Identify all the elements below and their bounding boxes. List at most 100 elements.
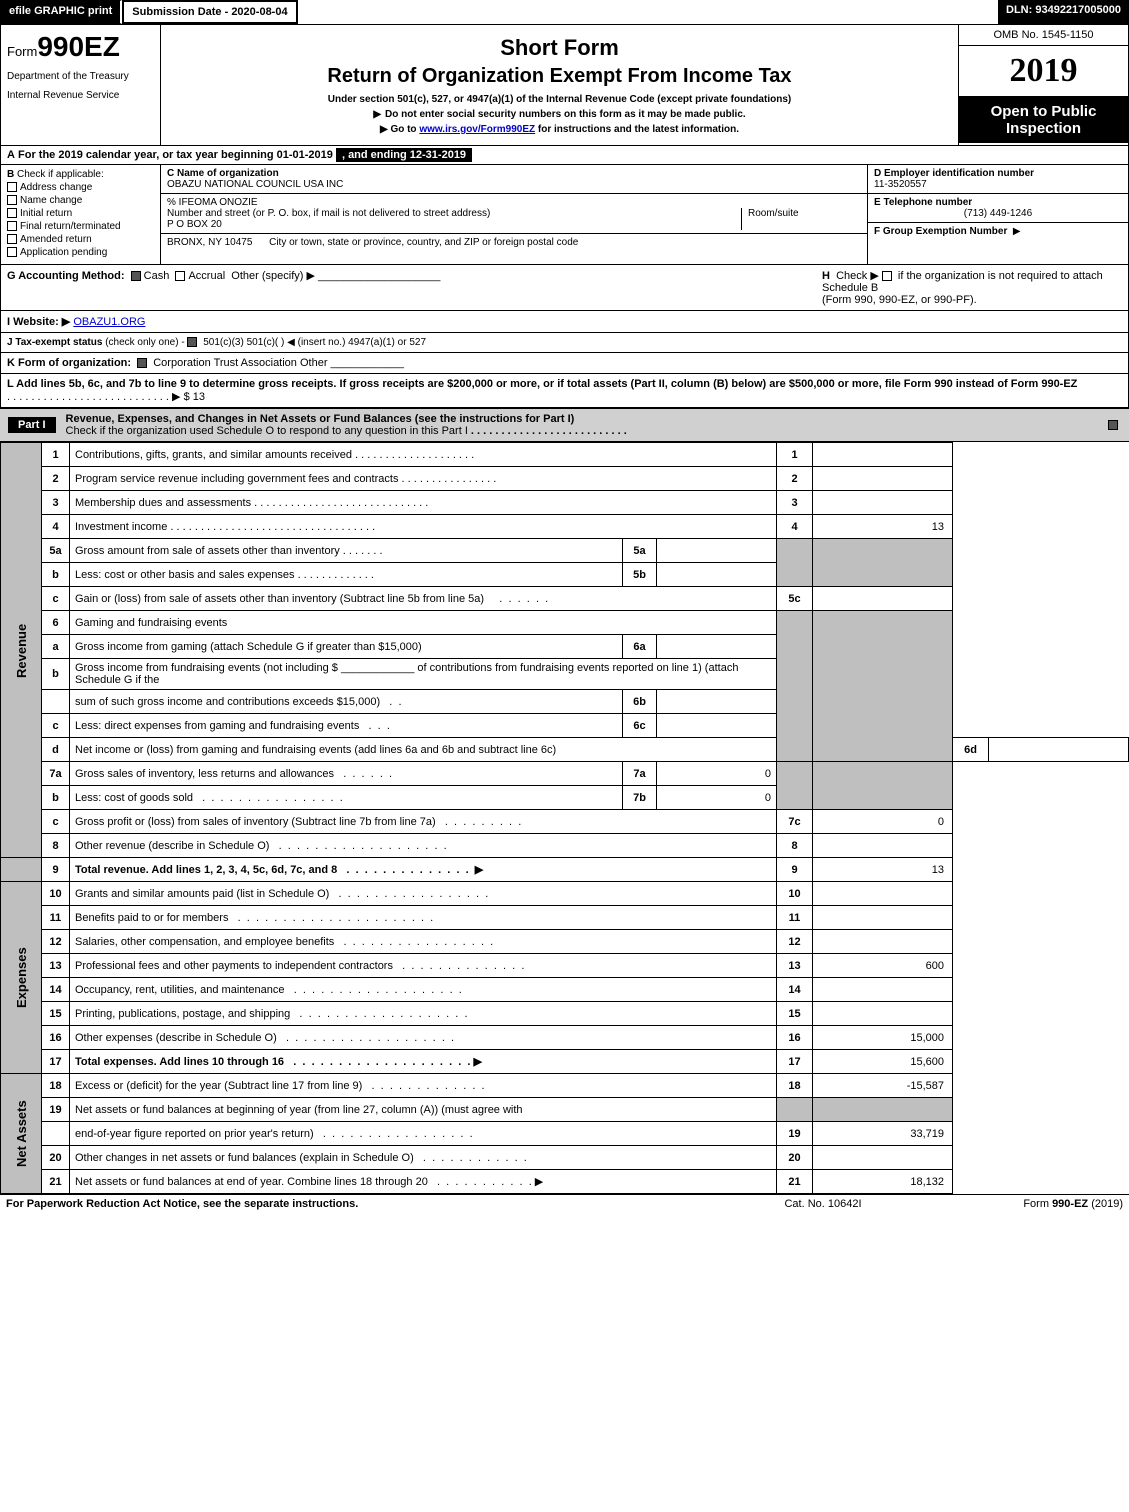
r11-rnum: 11 bbox=[777, 906, 813, 930]
tax-year: 2019 bbox=[959, 46, 1128, 97]
row-10: Expenses 10 Grants and similar amounts p… bbox=[1, 882, 1129, 906]
r19p-num: 19 bbox=[42, 1098, 70, 1122]
r9-rnum: 9 bbox=[777, 858, 813, 882]
g-label: G Accounting Method: bbox=[7, 270, 125, 282]
r5b-desc: Less: cost or other basis and sales expe… bbox=[70, 563, 623, 587]
g-accrual-cb[interactable] bbox=[175, 271, 185, 281]
i-label: I Website: ▶ bbox=[7, 316, 70, 328]
h-text2: (Form 990, 990-EZ, or 990-PF). bbox=[822, 294, 977, 306]
r15-num: 15 bbox=[42, 1002, 70, 1026]
r19-rval: 33,719 bbox=[813, 1122, 953, 1146]
b-check-if: Check if applicable: bbox=[17, 169, 104, 180]
r9-vpad bbox=[1, 858, 42, 882]
form-header: Form990EZ Department of the Treasury Int… bbox=[0, 24, 1129, 146]
r17-num: 17 bbox=[42, 1050, 70, 1074]
r15-desc: Printing, publications, postage, and shi… bbox=[70, 1002, 777, 1026]
city-value: BRONX, NY 10475 bbox=[167, 237, 252, 248]
r13-rval: 600 bbox=[813, 954, 953, 978]
r4-rnum: 4 bbox=[777, 515, 813, 539]
r6a-sv bbox=[657, 635, 777, 659]
row-7b: b Less: cost of goods sold . . . . . . .… bbox=[1, 786, 1129, 810]
row-11: 11 Benefits paid to or for members . . .… bbox=[1, 906, 1129, 930]
r7c-num: c bbox=[42, 810, 70, 834]
line-a-text: For the 2019 calendar year, or tax year … bbox=[18, 149, 333, 161]
r1-rnum: 1 bbox=[777, 443, 813, 467]
r6c-sn: 6c bbox=[623, 714, 657, 738]
r7-shade2 bbox=[813, 762, 953, 810]
street-value: P O BOX 20 bbox=[167, 219, 222, 230]
efile-print-button[interactable]: efile GRAPHIC print bbox=[0, 0, 122, 24]
r20-rval bbox=[813, 1146, 953, 1170]
short-form-title: Short Form bbox=[171, 35, 948, 61]
form-number: Form990EZ bbox=[7, 31, 154, 63]
r7b-desc: Less: cost of goods sold . . . . . . . .… bbox=[70, 786, 623, 810]
footer-mid: Cat. No. 10642I bbox=[723, 1198, 923, 1210]
chk-final-return[interactable]: Final return/terminated bbox=[7, 221, 154, 232]
r9-rval: 13 bbox=[813, 858, 953, 882]
g-cash-cb[interactable] bbox=[131, 271, 141, 281]
row-20: 20 Other changes in net assets or fund b… bbox=[1, 1146, 1129, 1170]
r21-desc: Net assets or fund balances at end of ye… bbox=[70, 1170, 777, 1194]
chk-address-change[interactable]: Address change bbox=[7, 182, 154, 193]
r6b-desc: sum of such gross income and contributio… bbox=[70, 690, 623, 714]
irs-link[interactable]: www.irs.gov/Form990EZ bbox=[419, 124, 535, 135]
r7c-rval: 0 bbox=[813, 810, 953, 834]
r15-rval bbox=[813, 1002, 953, 1026]
r12-num: 12 bbox=[42, 930, 70, 954]
f-group: F Group Exemption Number ▶ bbox=[868, 223, 1128, 240]
h-cb[interactable] bbox=[882, 271, 892, 281]
r6bp-num: b bbox=[42, 659, 70, 690]
r18-desc: Excess or (deficit) for the year (Subtra… bbox=[70, 1074, 777, 1098]
j-501c3-cb[interactable] bbox=[187, 337, 197, 347]
open-to-public: Open to Public Inspection bbox=[959, 97, 1128, 143]
r5ab-shade bbox=[777, 539, 813, 587]
chk-amended-return[interactable]: Amended return bbox=[7, 234, 154, 245]
org-name: OBAZU NATIONAL COUNCIL USA INC bbox=[167, 179, 343, 190]
k-corp-cb[interactable] bbox=[137, 358, 147, 368]
r9-num: 9 bbox=[42, 858, 70, 882]
row-13: 13 Professional fees and other payments … bbox=[1, 954, 1129, 978]
r6b-sn: 6b bbox=[623, 690, 657, 714]
footer-right: Form 990-EZ (2019) bbox=[923, 1198, 1123, 1210]
website-link[interactable]: OBAZU1.ORG bbox=[73, 316, 145, 328]
r16-desc: Other expenses (describe in Schedule O) … bbox=[70, 1026, 777, 1050]
r7-shade bbox=[777, 762, 813, 810]
g-cash: Cash bbox=[144, 270, 170, 282]
chk-initial-return[interactable]: Initial return bbox=[7, 208, 154, 219]
omb-number: OMB No. 1545-1150 bbox=[959, 25, 1128, 46]
r3-rnum: 3 bbox=[777, 491, 813, 515]
c-careof-row: % IFEOMA ONOZIE Number and street (or P.… bbox=[161, 194, 867, 234]
careof: % IFEOMA ONOZIE bbox=[167, 197, 258, 208]
section-b: B Check if applicable: Address change Na… bbox=[1, 165, 161, 264]
chk-application-pending[interactable]: Application pending bbox=[7, 247, 154, 258]
r6bp-desc: Gross income from fundraising events (no… bbox=[70, 659, 777, 690]
r19p-shade bbox=[777, 1098, 813, 1122]
c-name-label: C Name of organization bbox=[167, 168, 279, 179]
r6a-desc: Gross income from gaming (attach Schedul… bbox=[70, 635, 623, 659]
vlabel-netassets: Net Assets bbox=[1, 1074, 42, 1194]
row-9: 9 Total revenue. Add lines 1, 2, 3, 4, 5… bbox=[1, 858, 1129, 882]
chk-name-change[interactable]: Name change bbox=[7, 195, 154, 206]
r13-rnum: 13 bbox=[777, 954, 813, 978]
r15-rnum: 15 bbox=[777, 1002, 813, 1026]
r20-rnum: 20 bbox=[777, 1146, 813, 1170]
r3-rval bbox=[813, 491, 953, 515]
section-def: D Employer identification number 11-3520… bbox=[868, 165, 1128, 264]
k-label: K Form of organization: bbox=[7, 357, 131, 369]
c-city-row: BRONX, NY 10475 City or town, state or p… bbox=[161, 234, 867, 251]
return-title: Return of Organization Exempt From Incom… bbox=[171, 65, 948, 88]
r14-desc: Occupancy, rent, utilities, and maintena… bbox=[70, 978, 777, 1002]
r19-rnum: 19 bbox=[777, 1122, 813, 1146]
page-footer: For Paperwork Reduction Act Notice, see … bbox=[0, 1194, 1129, 1213]
line-g-h: G Accounting Method: Cash Accrual Other … bbox=[0, 265, 1129, 311]
vlabel-expenses: Expenses bbox=[1, 882, 42, 1074]
row-6c: c Less: direct expenses from gaming and … bbox=[1, 714, 1129, 738]
chk-label-5: Application pending bbox=[20, 247, 107, 258]
row-19pre: 19 Net assets or fund balances at beginn… bbox=[1, 1098, 1129, 1122]
r8-num: 8 bbox=[42, 834, 70, 858]
row-5c: c Gain or (loss) from sale of assets oth… bbox=[1, 587, 1129, 611]
top-bar: efile GRAPHIC print Submission Date - 20… bbox=[0, 0, 1129, 24]
part1-sched-o-cb[interactable] bbox=[1108, 420, 1118, 430]
r10-desc: Grants and similar amounts paid (list in… bbox=[70, 882, 777, 906]
row-18: Net Assets 18 Excess or (deficit) for th… bbox=[1, 1074, 1129, 1098]
